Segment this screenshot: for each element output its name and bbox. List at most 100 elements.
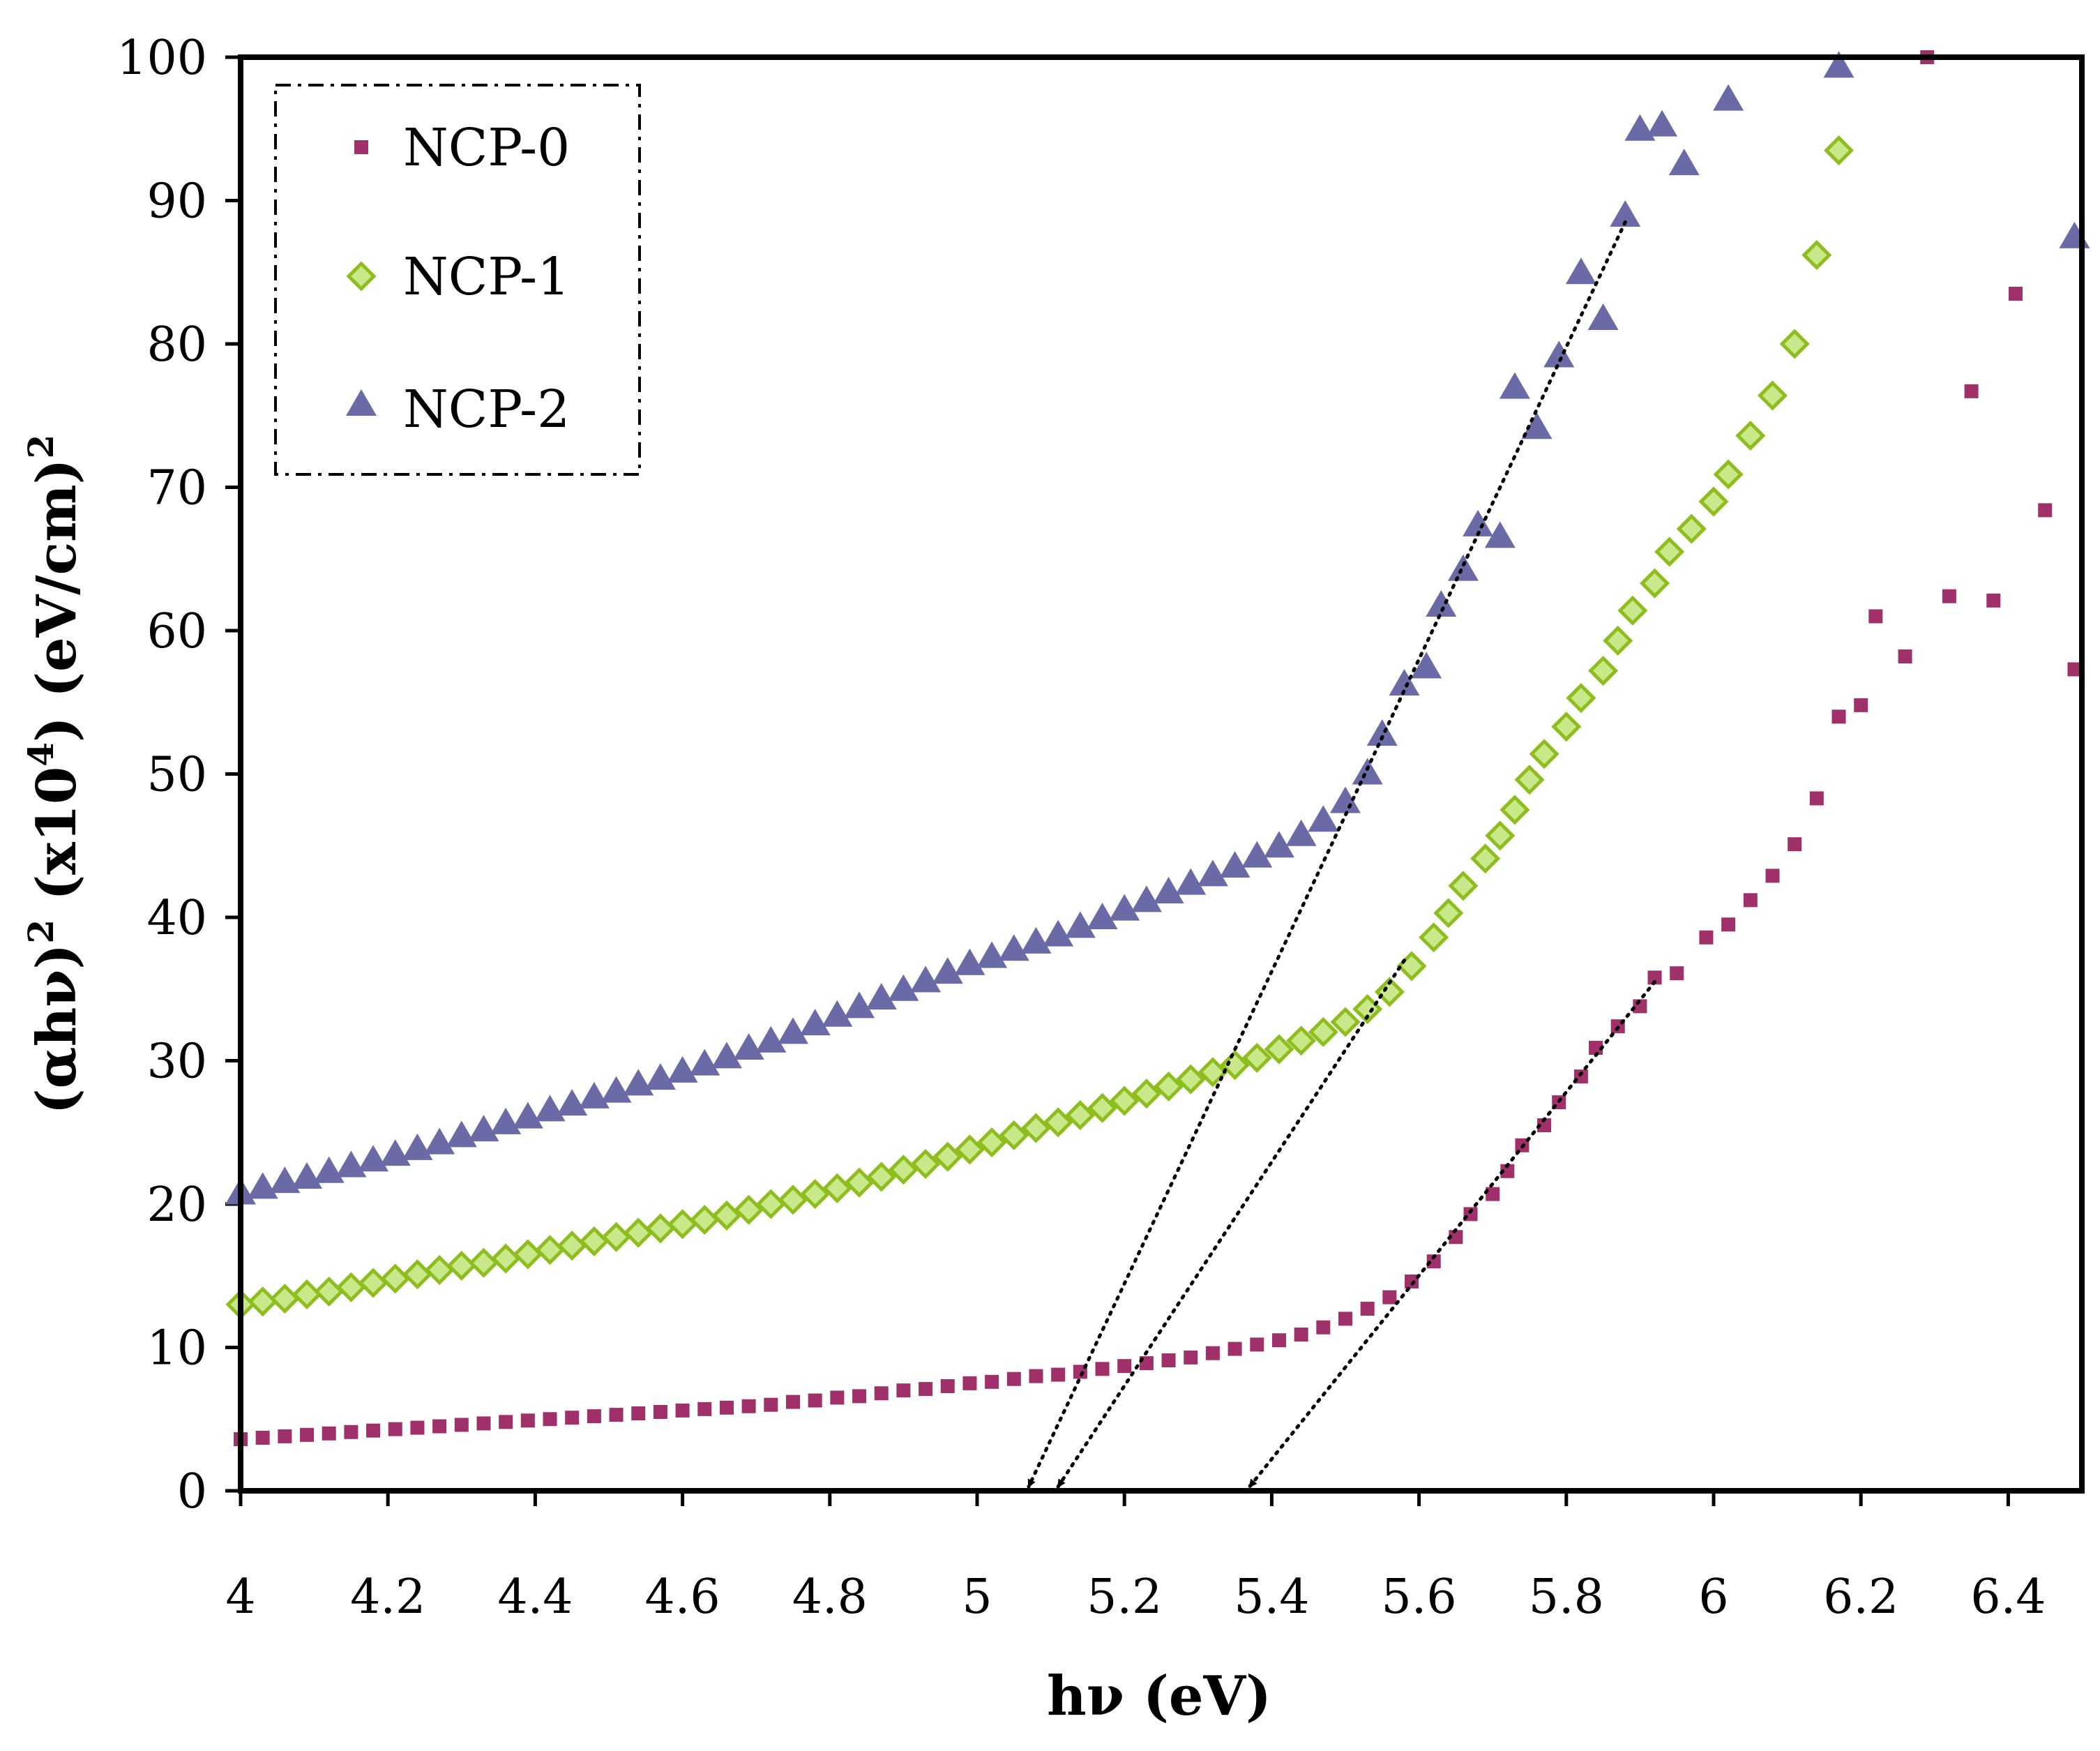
data-point-ncp-1 (1757, 380, 1788, 411)
data-point-ncp-0 (300, 1427, 315, 1442)
y-tick-label: 30 (146, 1035, 207, 1090)
y-axis-title-mid2: ) (eV/cm) (25, 458, 89, 742)
data-point-ncp-0 (697, 1401, 712, 1416)
data-point-ncp-1 (292, 1279, 322, 1310)
legend-label-ncp-0: NCP-0 (403, 118, 570, 178)
data-series (225, 50, 2090, 1447)
data-point-ncp-0 (1184, 1350, 1198, 1365)
data-point-ncp-2 (954, 948, 985, 975)
data-point-ncp-1 (1241, 1042, 1272, 1073)
data-point-ncp-0 (1854, 698, 1868, 712)
data-point-ncp-0 (1338, 1312, 1352, 1326)
data-point-ncp-0 (1809, 791, 1824, 806)
data-point-ncp-0 (543, 1412, 557, 1427)
data-point-ncp-0 (432, 1419, 447, 1434)
data-point-ncp-2 (1020, 926, 1052, 954)
x-tick-label: 6.4 (1970, 1570, 2046, 1625)
data-point-ncp-1 (1154, 1071, 1184, 1102)
x-axis-title: hν (eV) (1047, 1664, 1271, 1728)
data-point-ncp-0 (278, 1429, 292, 1443)
x-tick-label: 5.2 (1087, 1570, 1162, 1625)
data-point-ncp-2 (1624, 114, 1656, 141)
data-point-ncp-0 (1831, 709, 1846, 724)
data-point-ncp-0 (1360, 1302, 1375, 1316)
data-point-ncp-0 (565, 1411, 580, 1425)
y-tick-label: 0 (177, 1464, 207, 1519)
data-point-ncp-1 (1779, 329, 1810, 359)
data-point-ncp-1 (1433, 898, 1464, 929)
data-point-ncp-1 (1735, 420, 1766, 451)
data-point-ncp-2 (1241, 841, 1273, 868)
data-point-ncp-1 (1470, 843, 1501, 874)
data-point-ncp-1 (1698, 486, 1729, 517)
data-point-ncp-1 (1654, 536, 1685, 567)
data-point-ncp-0 (852, 1389, 867, 1404)
x-axis-ticks: 4 4.2 4.4 4.6 4.8 5 5.2 5.4 5.6 5.8 6 6.2 6.4 (225, 1491, 2046, 1625)
data-point-ncp-2 (689, 1049, 720, 1076)
data-point-ncp-2 (1484, 521, 1516, 548)
data-point-ncp-1 (1566, 683, 1596, 714)
data-point-ncp-1 (1588, 656, 1619, 686)
legend-box (274, 84, 641, 476)
x-tick-label: 5 (962, 1570, 992, 1625)
legend-marker-triangle (346, 389, 377, 416)
data-point-ncp-0 (1205, 1346, 1220, 1360)
data-point-ncp-2 (910, 965, 942, 993)
data-point-ncp-0 (255, 1430, 270, 1445)
y-axis-title-sup3: 2 (20, 435, 61, 459)
data-point-ncp-2 (1263, 831, 1294, 858)
data-point-ncp-0 (1382, 1290, 1397, 1305)
data-point-ncp-1 (248, 1286, 278, 1317)
y-axis-ticks: 0 10 20 30 40 50 60 70 80 90 100 (116, 31, 241, 1519)
data-point-ncp-2 (1587, 303, 1619, 331)
data-point-ncp-0 (499, 1415, 513, 1429)
data-point-ncp-0 (1647, 970, 1662, 985)
data-point-ncp-2 (1389, 669, 1420, 696)
data-point-ncp-2 (1823, 51, 1855, 78)
data-point-ncp-0 (1095, 1362, 1110, 1376)
data-point-ncp-1 (1603, 625, 1633, 656)
y-axis-title: (αhν)2 (x104) (eV/cm)2 (20, 435, 89, 1115)
data-point-ncp-2 (799, 1009, 831, 1036)
data-point-ncp-2 (667, 1055, 698, 1083)
data-point-ncp-1 (1529, 739, 1559, 769)
data-point-ncp-2 (711, 1042, 742, 1069)
plot-frame (238, 54, 2085, 1494)
data-point-ncp-2 (976, 941, 1008, 968)
data-point-ncp-2 (1668, 149, 1700, 176)
data-point-ncp-2 (866, 983, 897, 1010)
y-tick-label: 70 (146, 461, 207, 516)
data-point-ncp-2 (1109, 894, 1140, 921)
data-point-ncp-0 (786, 1395, 800, 1409)
series-ncp-2 (225, 51, 2090, 1205)
data-point-ncp-2 (1175, 868, 1207, 895)
data-point-ncp-0 (1500, 1164, 1515, 1178)
data-point-ncp-2 (1219, 851, 1251, 878)
data-point-ncp-0 (1006, 1372, 1021, 1386)
y-tick-label: 20 (146, 1178, 207, 1233)
data-point-ncp-1 (1330, 1007, 1361, 1037)
data-point-ncp-1 (1823, 135, 1855, 166)
data-point-ncp-0 (1942, 589, 1956, 603)
data-point-ncp-1 (1065, 1100, 1096, 1131)
data-point-ncp-0 (1250, 1337, 1264, 1352)
data-point-ncp-0 (2038, 503, 2053, 518)
data-point-ncp-0 (587, 1409, 601, 1424)
data-point-ncp-1 (446, 1250, 477, 1281)
y-axis-title-mid: (x10 (25, 767, 89, 919)
data-point-ncp-2 (1713, 84, 1744, 111)
data-point-ncp-0 (985, 1374, 999, 1389)
data-point-ncp-1 (1198, 1057, 1228, 1088)
data-point-ncp-1 (1676, 513, 1707, 544)
data-point-ncp-0 (1271, 1333, 1286, 1348)
data-point-ncp-1 (1514, 765, 1545, 795)
data-point-ncp-1 (734, 1194, 764, 1225)
data-point-ncp-0 (520, 1413, 535, 1428)
data-point-ncp-2 (1366, 719, 1398, 746)
data-point-ncp-2 (822, 1000, 853, 1027)
data-point-ncp-2 (888, 974, 919, 1001)
data-point-ncp-1 (1374, 977, 1405, 1007)
data-point-ncp-0 (1986, 593, 2001, 608)
data-point-ncp-0 (675, 1403, 690, 1418)
data-point-ncp-2 (1411, 652, 1442, 679)
